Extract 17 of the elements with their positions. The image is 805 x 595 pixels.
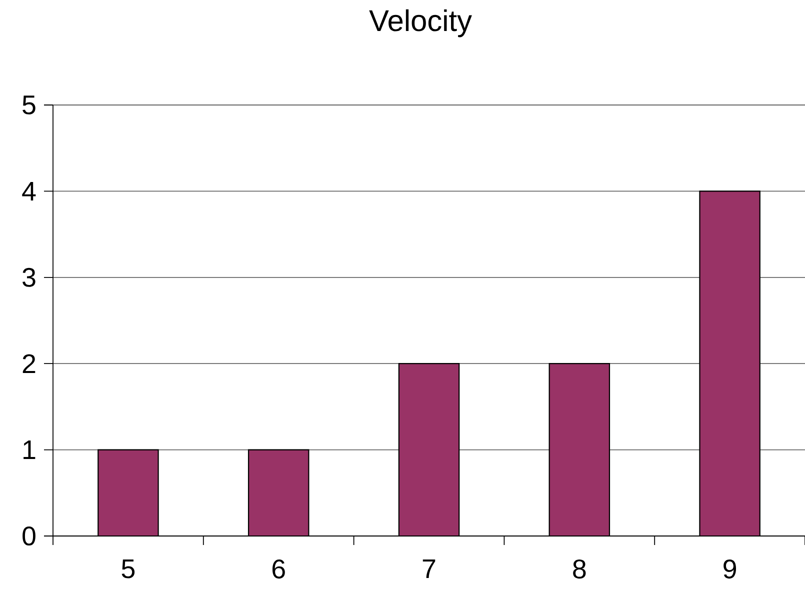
y-tick-label: 2: [22, 354, 36, 373]
x-tick-label: 5: [122, 560, 135, 578]
x-tick-label: 9: [724, 560, 736, 579]
y-tick-label: 5: [22, 96, 36, 114]
bar: [699, 190, 760, 536]
x-tick-label: 6: [272, 560, 285, 579]
x-tick-label: 7: [422, 560, 436, 578]
y-tick-label: 4: [22, 182, 36, 200]
chart-title: Velocity: [369, 9, 472, 38]
bar: [549, 364, 610, 536]
bar: [398, 364, 460, 536]
y-tick-label: 0: [22, 526, 36, 546]
bar: [248, 450, 309, 536]
bar: [98, 450, 158, 536]
x-tick-label: 8: [573, 560, 586, 579]
y-tick-label: 3: [22, 268, 36, 287]
y-tick-label: 1: [24, 440, 36, 460]
